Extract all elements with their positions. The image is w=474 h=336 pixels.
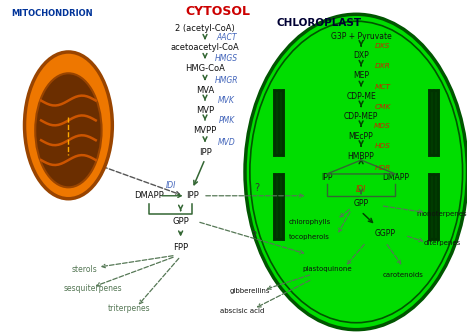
Text: GPP: GPP <box>172 217 189 226</box>
Text: IPP: IPP <box>199 148 211 157</box>
Text: MVPP: MVPP <box>193 126 217 135</box>
Text: abscisic acid: abscisic acid <box>219 308 264 314</box>
Text: sterols: sterols <box>72 265 97 274</box>
Text: DMAPP: DMAPP <box>135 191 164 200</box>
Text: FPP: FPP <box>173 243 188 252</box>
Text: MVD: MVD <box>218 138 236 147</box>
Text: MVK: MVK <box>218 96 235 105</box>
Text: ?: ? <box>251 232 256 242</box>
Text: chlorophylls: chlorophylls <box>288 218 330 224</box>
Ellipse shape <box>35 73 101 187</box>
Text: monoterpenes: monoterpenes <box>417 211 467 217</box>
Text: HDR: HDR <box>374 165 391 171</box>
Text: PMK: PMK <box>219 116 235 125</box>
Text: MEP: MEP <box>353 71 369 80</box>
Text: HMBPP: HMBPP <box>348 152 374 161</box>
Text: MVA: MVA <box>196 86 214 95</box>
Text: IDI: IDI <box>166 181 176 191</box>
Text: CMK: CMK <box>374 103 391 110</box>
Text: acetoacetyl-CoA: acetoacetyl-CoA <box>171 43 239 51</box>
Text: MDS: MDS <box>374 123 391 129</box>
Text: tocopherols: tocopherols <box>289 235 330 241</box>
Text: GGPP: GGPP <box>375 229 396 238</box>
Text: IPP: IPP <box>321 173 333 182</box>
Text: CDP-ME: CDP-ME <box>346 92 376 101</box>
Text: ?: ? <box>254 183 259 193</box>
Text: AACT: AACT <box>216 33 237 42</box>
Text: HMG-CoA: HMG-CoA <box>185 64 225 73</box>
Text: HDS: HDS <box>374 143 391 149</box>
Text: DXR: DXR <box>374 63 391 69</box>
Text: GPP: GPP <box>354 199 369 208</box>
Text: diterpenes: diterpenes <box>423 240 461 246</box>
Text: MEcPP: MEcPP <box>349 132 374 141</box>
Text: plastoquinone: plastoquinone <box>302 266 352 272</box>
Text: DMAPP: DMAPP <box>382 173 409 182</box>
Text: IDI: IDI <box>356 185 366 194</box>
Text: G3P + Pyruvate: G3P + Pyruvate <box>331 32 392 41</box>
Text: CHLOROPLAST: CHLOROPLAST <box>276 18 361 28</box>
Text: gibberellins: gibberellins <box>229 288 270 294</box>
Text: MITOCHONDRION: MITOCHONDRION <box>11 9 92 18</box>
Text: Ubiquinone: Ubiquinone <box>46 103 90 112</box>
Text: MCT: MCT <box>374 84 391 90</box>
Text: CYTOSOL: CYTOSOL <box>185 5 250 18</box>
Text: sesquiterpenes: sesquiterpenes <box>64 285 122 293</box>
Text: DXP: DXP <box>353 51 369 60</box>
Text: IPP: IPP <box>60 165 77 173</box>
Text: 2 (acetyl-CoA): 2 (acetyl-CoA) <box>175 24 235 33</box>
Text: DXS: DXS <box>375 43 390 49</box>
Ellipse shape <box>245 14 467 330</box>
Text: MVP: MVP <box>196 106 214 115</box>
Text: triterpenes: triterpenes <box>108 304 150 313</box>
Text: IPP: IPP <box>186 191 199 200</box>
Text: CDP-MEP: CDP-MEP <box>344 112 378 121</box>
Ellipse shape <box>25 52 112 199</box>
Text: HMGS: HMGS <box>215 54 238 64</box>
Text: HMGR: HMGR <box>215 76 238 85</box>
Text: carotenoids: carotenoids <box>383 272 423 278</box>
